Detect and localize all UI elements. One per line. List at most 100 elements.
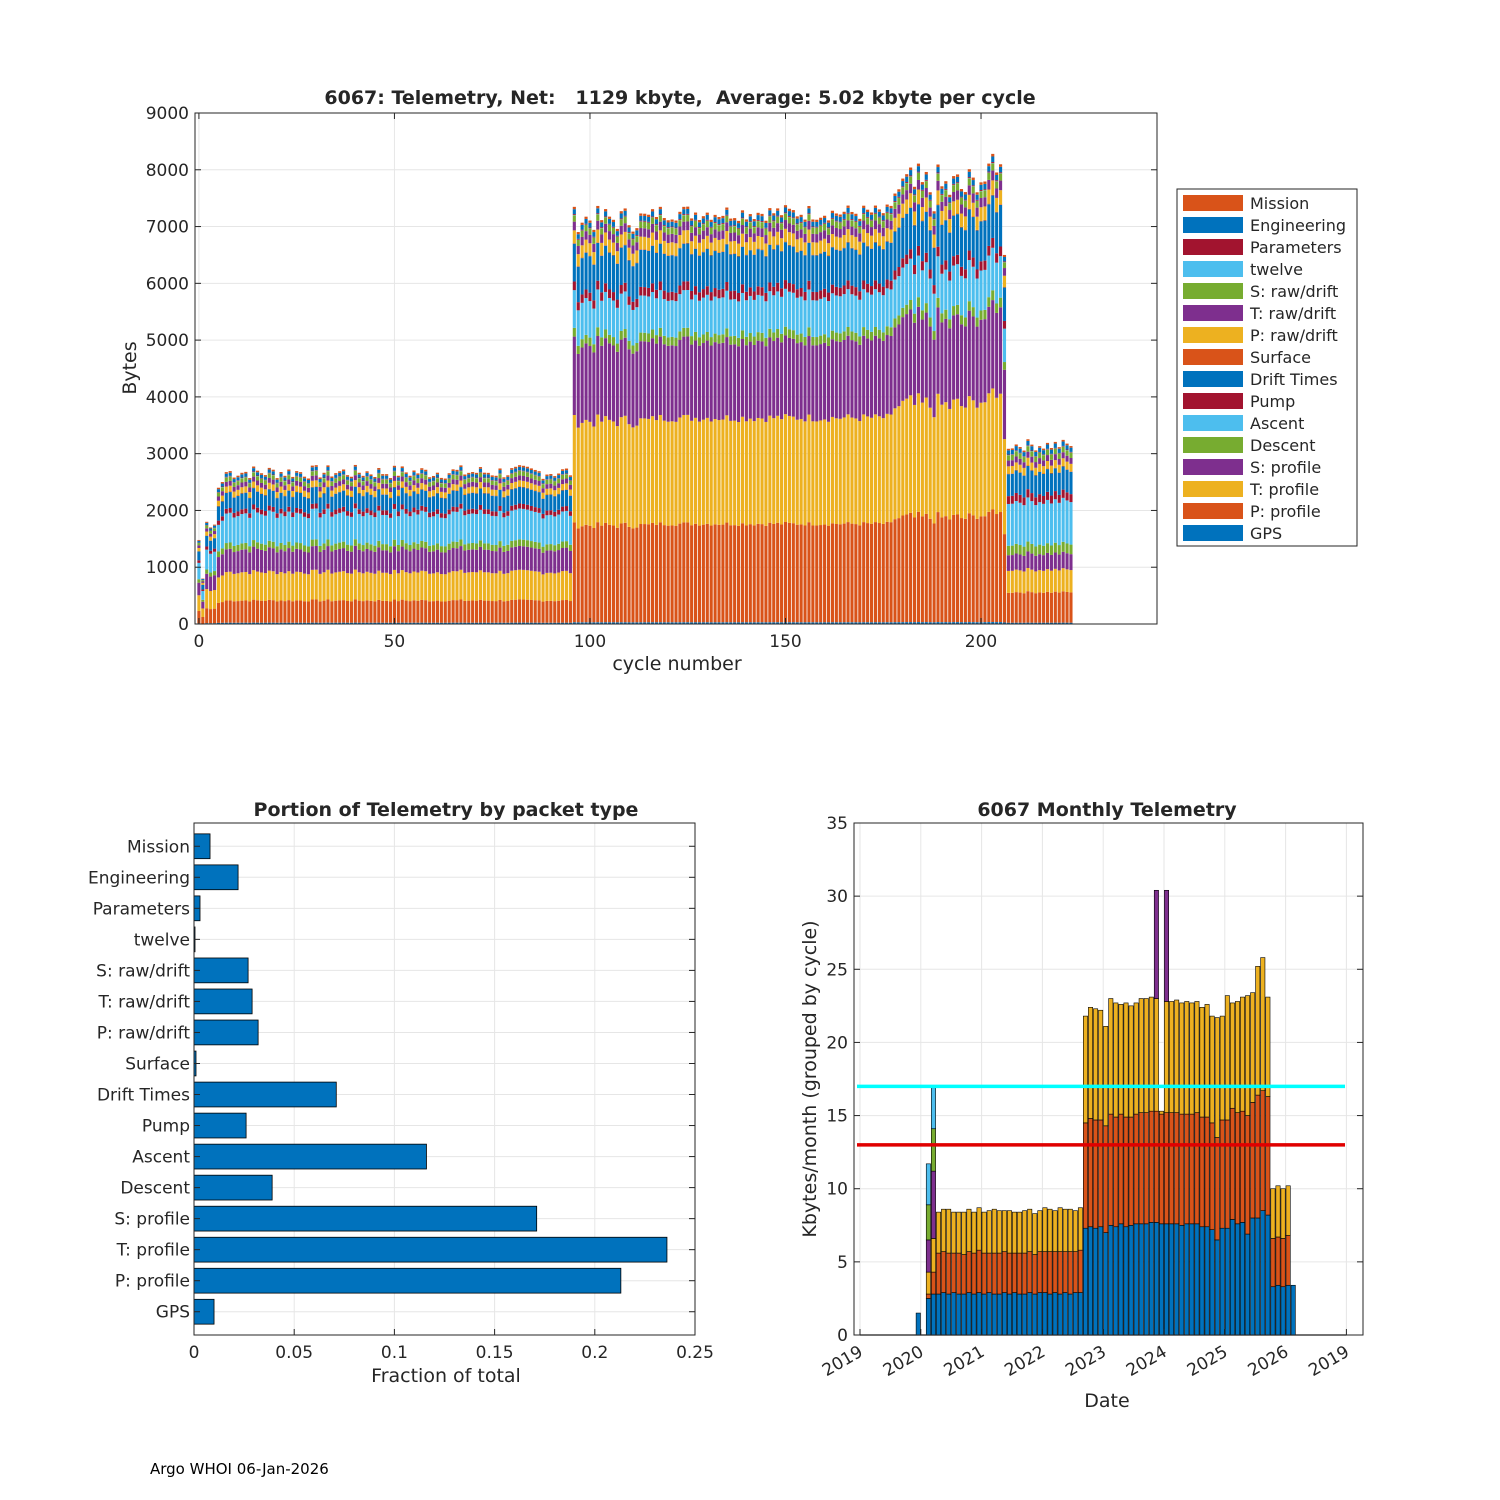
cycle-bar-segment: [795, 218, 799, 224]
cycle-bar-segment: [846, 205, 850, 208]
cycle-bar-segment: [678, 220, 682, 227]
month-bar-segment: [1077, 1292, 1083, 1336]
cycle-bar-segment: [819, 622, 823, 624]
cycle-bar-segment: [244, 492, 248, 493]
cycle-bar-segment: [365, 485, 369, 492]
month-bar-segment: [1265, 1096, 1271, 1216]
cycle-bar-segment: [940, 517, 944, 623]
cycle-bar-segment: [823, 251, 827, 252]
cycle-bar-segment: [506, 622, 510, 624]
month-bar-segment: [1270, 1238, 1276, 1288]
cycle-bar-segment: [693, 331, 698, 341]
cycle-bar-segment: [803, 227, 807, 234]
cycle-bar-segment: [1045, 491, 1050, 500]
x-tick-label: 0: [193, 632, 204, 652]
cycle-bar-segment: [283, 495, 287, 497]
cycle-bar-segment: [588, 421, 592, 526]
cycle-bar-stack: [361, 475, 365, 624]
month-bar-segment: [1169, 1112, 1175, 1225]
cycle-bar-segment: [881, 295, 885, 333]
cycle-bar-segment: [561, 622, 565, 624]
category-label: twelve: [134, 930, 190, 950]
cycle-bar-stack: [916, 163, 921, 624]
cycle-bar-segment: [592, 237, 596, 244]
cycle-bar-segment: [459, 465, 463, 468]
cycle-bar-segment: [349, 490, 353, 497]
br-chart-title: 6067 Monthly Telemetry: [977, 799, 1237, 821]
cycle-bar-segment: [1014, 456, 1018, 463]
cycle-bar-segment: [236, 481, 240, 486]
cycle-bar-segment: [279, 572, 283, 601]
cycle-bar-segment: [267, 540, 271, 548]
cycle-bar-segment: [412, 571, 416, 601]
cycle-bar-stack: [236, 475, 240, 624]
cycle-bar-segment: [338, 508, 342, 513]
cycle-bar-segment: [596, 622, 600, 624]
cycle-bar-segment: [564, 506, 569, 511]
cycle-bar-segment: [877, 216, 881, 218]
cycle-bar-segment: [670, 233, 674, 243]
cycle-bar-segment: [283, 573, 287, 602]
cycle-bar-segment: [564, 470, 569, 474]
cycle-bar-segment: [838, 287, 842, 297]
cycle-bar-segment: [654, 224, 659, 225]
cycle-bar-segment: [885, 279, 889, 289]
cycle-bar-segment: [291, 573, 295, 602]
cycle-bar-segment: [318, 478, 322, 483]
month-bar-segment: [1138, 998, 1144, 1113]
cycle-bar-segment: [392, 465, 397, 468]
cycle-bar-segment: [1030, 450, 1034, 452]
cycle-bar-segment: [1002, 534, 1007, 623]
cycle-bar-segment: [248, 478, 252, 480]
cycle-bar-segment: [197, 545, 201, 548]
cycle-bar-segment: [1026, 465, 1030, 466]
cycle-bar-segment: [283, 485, 287, 490]
month-bar-segment: [1052, 1251, 1058, 1293]
cycle-bar-segment: [271, 506, 275, 512]
cycle-bar-segment: [279, 549, 283, 573]
cycle-bar-segment: [271, 469, 275, 472]
cycle-bar-segment: [572, 522, 576, 623]
cycle-bar-segment: [580, 339, 584, 348]
cycle-bar-segment: [1042, 454, 1046, 455]
cycle-bar-segment: [901, 317, 905, 401]
cycle-bar-segment: [979, 310, 983, 320]
cycle-bar-segment: [975, 518, 979, 623]
legend-swatch: [1183, 481, 1243, 497]
cycle-bar-stack: [209, 527, 213, 624]
cycle-bar-segment: [357, 549, 361, 573]
cycle-bar-segment: [541, 480, 545, 484]
cycle-bar-segment: [244, 477, 248, 482]
cycle-bar-segment: [764, 622, 768, 624]
cycle-bar-segment: [295, 475, 299, 477]
cycle-bar-segment: [302, 481, 307, 482]
cycle-bar-segment: [948, 203, 952, 211]
cycle-bar-segment: [600, 222, 604, 228]
cycle-bar-segment: [377, 599, 381, 623]
cycle-bar-segment: [369, 494, 373, 511]
cycle-bar-segment: [905, 176, 909, 182]
cycle-bar-segment: [420, 468, 424, 470]
cycle-bar-segment: [224, 549, 228, 573]
cycle-bar-segment: [553, 545, 557, 552]
cycle-bar-segment: [420, 547, 424, 571]
month-bar-segment: [1184, 1223, 1190, 1336]
month-bar-segment: [961, 1293, 967, 1336]
cycle-bar-segment: [780, 250, 784, 252]
cycle-bar-segment: [388, 498, 393, 514]
y-tick-label: 1000: [146, 558, 189, 578]
cycle-bar-segment: [854, 524, 858, 623]
cycle-bar-segment: [952, 399, 956, 515]
cycle-bar-segment: [295, 472, 299, 476]
month-bar-stack: [1138, 998, 1144, 1336]
cycle-bar-segment: [619, 218, 623, 220]
cycle-bar-segment: [1034, 497, 1038, 506]
cycle-bar-segment: [459, 503, 463, 509]
cycle-bar-segment: [959, 266, 964, 276]
month-bar-segment: [1062, 1292, 1068, 1336]
cycle-bar-segment: [1038, 463, 1042, 472]
cycle-bar-segment: [518, 486, 522, 487]
cycle-bar-segment: [924, 188, 928, 198]
cycle-bar-segment: [291, 478, 295, 482]
month-bar-stack: [1001, 1210, 1007, 1336]
